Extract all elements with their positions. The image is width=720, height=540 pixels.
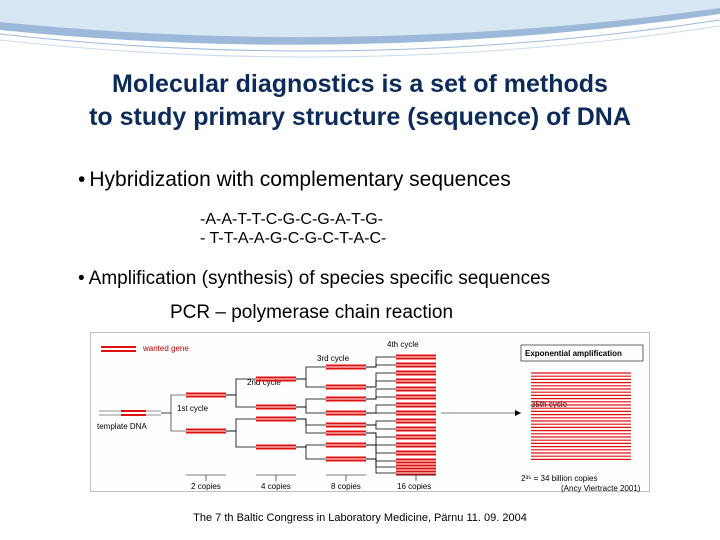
- copies-8: 8 copies: [331, 482, 361, 491]
- wanted-gene-label: wanted gene: [142, 344, 189, 353]
- bullet-amplification: •Amplification (synthesis) of species sp…: [78, 268, 550, 290]
- copies-2: 2 copies: [191, 482, 221, 491]
- footer-citation: The 7 th Baltic Congress in Laboratory M…: [0, 512, 720, 524]
- bullet-hybridization-text: Hybridization with complementary sequenc…: [89, 168, 510, 191]
- diagram-citation: (Ancy Viertracte 2001): [561, 484, 641, 493]
- bullet-hybridization: •Hybridization with complementary sequen…: [78, 168, 511, 192]
- bullet-dot: •: [78, 168, 85, 191]
- title-line-2: to study primary structure (sequence) of…: [89, 103, 631, 131]
- sequence-bottom: - T-T-A-A-G-C-G-C-T-A-C-: [200, 229, 386, 248]
- sequence-top: -A-A-T-T-C-G-C-G-A-T-G-: [200, 210, 386, 229]
- pcr-label: PCR – polymerase chain reaction: [170, 302, 453, 324]
- slide-title: Molecular diagnostics is a set of method…: [0, 68, 720, 133]
- sequence-block: -A-A-T-T-C-G-C-G-A-T-G- - T-T-A-A-G-C-G-…: [200, 210, 386, 248]
- title-line-1: Molecular diagnostics is a set of method…: [112, 70, 608, 98]
- template-label: template DNA: [97, 422, 147, 431]
- bullet-dot: •: [78, 268, 85, 289]
- right-copies: 2³⁵ = 34 billion copies: [521, 474, 597, 483]
- exp-amp-label: Exponential amplification: [525, 349, 622, 358]
- cycle-4-label: 4th cycle: [387, 340, 419, 349]
- bullet-amplification-text: Amplification (synthesis) of species spe…: [89, 268, 550, 289]
- copies-4: 4 copies: [261, 482, 291, 491]
- slide: Molecular diagnostics is a set of method…: [0, 0, 720, 540]
- pcr-diagram: wanted gene template DNA 1st cycle 2nd c…: [90, 332, 650, 492]
- cycle-1-label: 1st cycle: [177, 404, 209, 413]
- cycle-3-label: 3rd cycle: [317, 354, 350, 363]
- copies-16: 16 copies: [397, 482, 431, 491]
